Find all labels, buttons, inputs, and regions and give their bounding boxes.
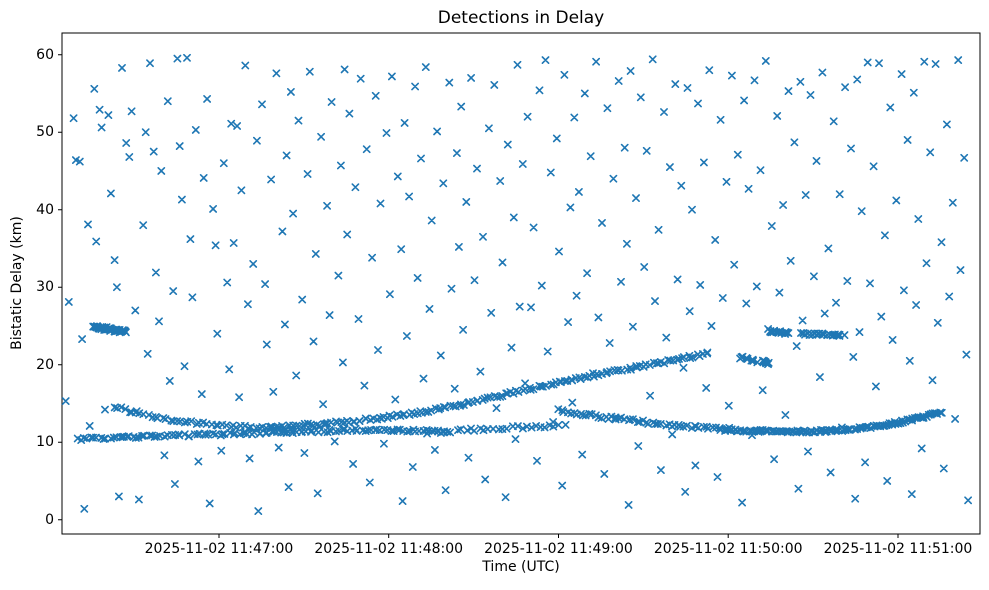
- x-tick-label: 2025-11-02 11:50:00: [653, 541, 803, 557]
- x-tick-label: 2025-11-02 11:47:00: [144, 541, 294, 557]
- y-tick-label: 50: [36, 124, 54, 141]
- y-tick-label: 60: [36, 46, 54, 63]
- y-tick-label: 30: [36, 279, 54, 296]
- x-axis-label: Time (UTC): [482, 559, 560, 575]
- x-tick-label: 2025-11-02 11:48:00: [314, 541, 464, 557]
- axes-frame: [58, 32, 981, 538]
- y-tick-label: 20: [36, 356, 54, 373]
- x-tick-label: 2025-11-02 11:51:00: [823, 541, 973, 557]
- y-tick-label: 0: [45, 511, 54, 528]
- y-tick-label: 40: [36, 201, 54, 218]
- x-tick-label: 2025-11-02 11:49:00: [484, 541, 633, 557]
- y-tick-label: 10: [36, 434, 54, 451]
- detection-markers: [61, 53, 972, 515]
- y-axis-label: Bistatic Delay (km): [9, 216, 25, 350]
- chart-title: Detections in Delay: [437, 8, 605, 28]
